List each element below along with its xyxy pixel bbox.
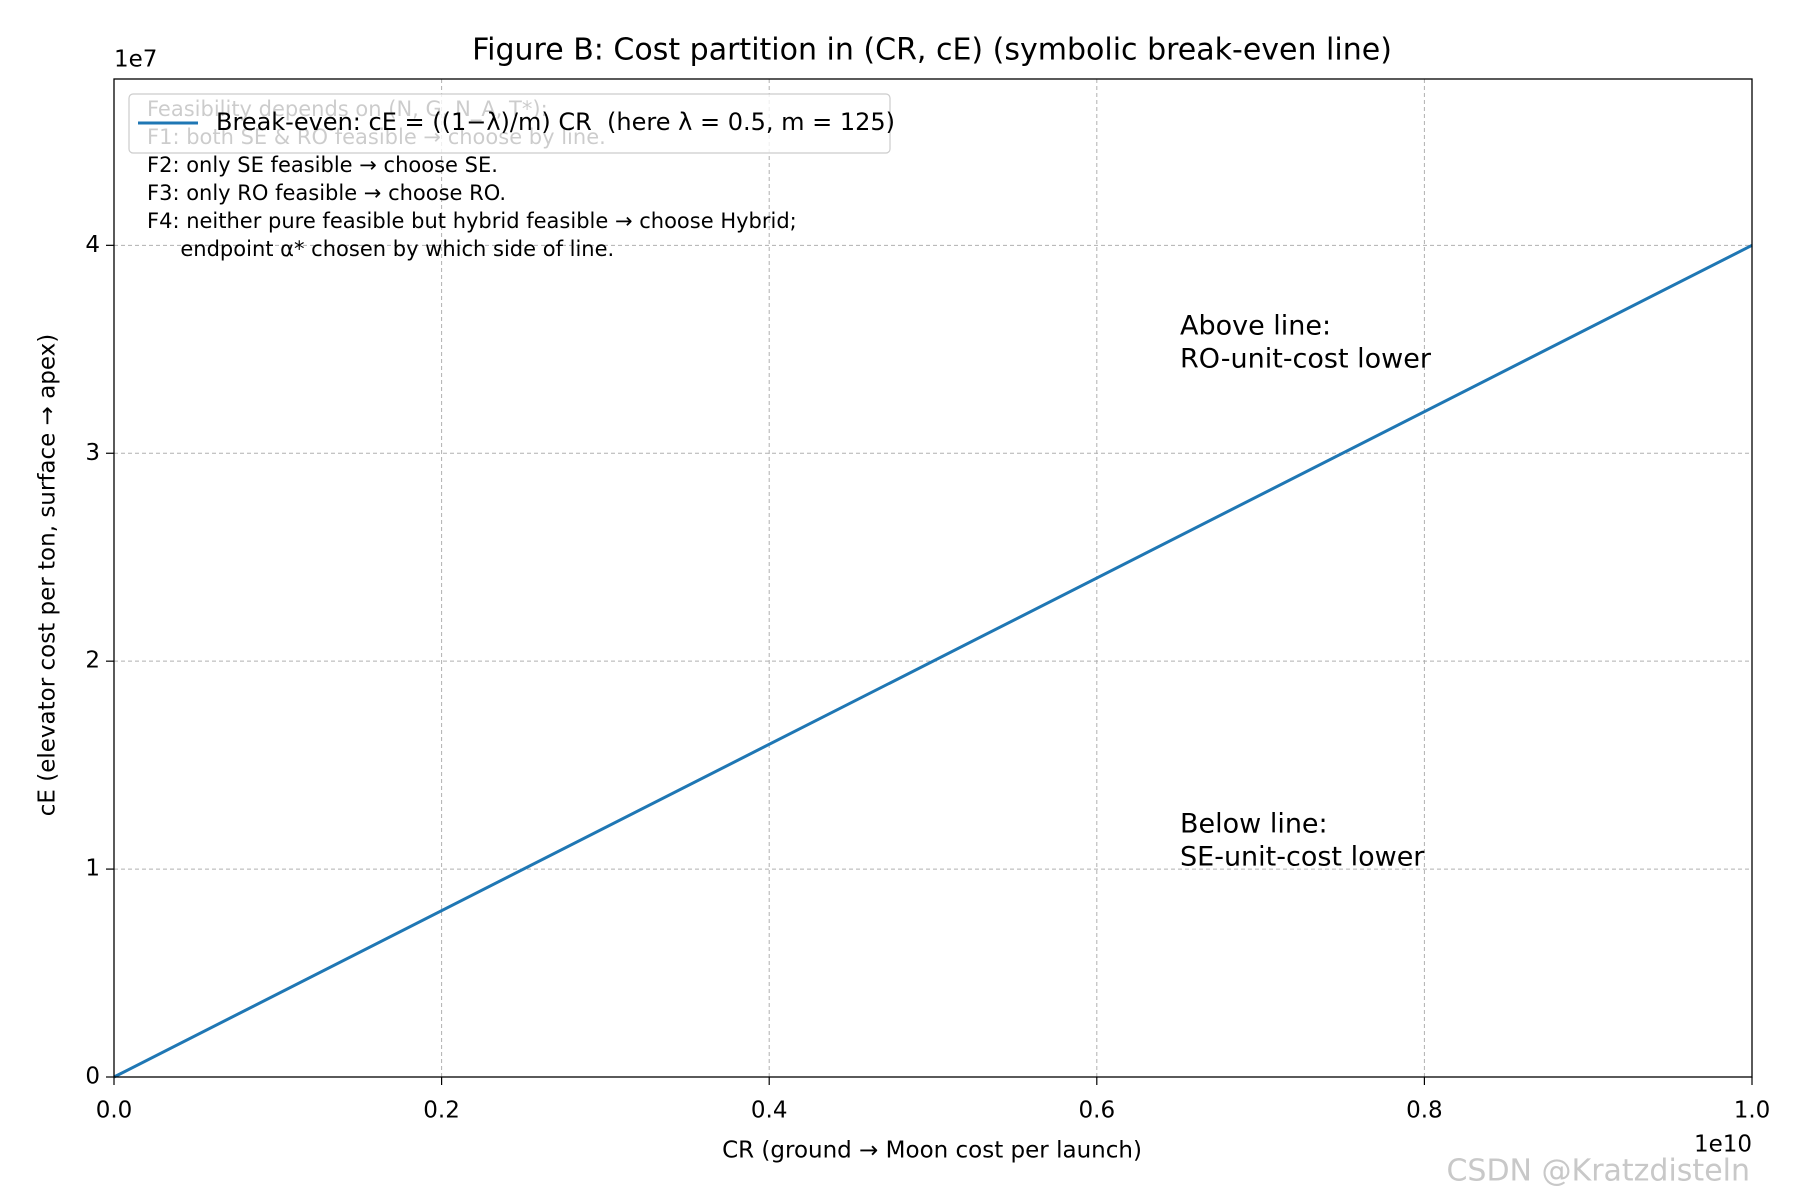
x-tick-label: 0.8 xyxy=(1406,1098,1443,1124)
above-note: Above line: xyxy=(1180,311,1331,342)
x-offset: 1e10 xyxy=(1694,1132,1752,1158)
feasibility-note: F2: only SE feasible → choose SE. xyxy=(147,153,498,177)
y-tick-label: 4 xyxy=(85,232,100,258)
watermark: CSDN @Kratzdisteln xyxy=(1446,1154,1750,1189)
below-note: SE-unit-cost lower xyxy=(1180,842,1425,873)
x-tick-label: 0.2 xyxy=(423,1098,460,1124)
y-tick-label: 1 xyxy=(85,856,100,882)
legend-box xyxy=(128,93,891,154)
y-offset: 1e7 xyxy=(114,47,157,73)
below-note: Below line: xyxy=(1180,809,1328,840)
legend-label: Break-even: cE = ((1−λ)/m) CR (here λ = … xyxy=(216,108,895,136)
y-tick-label: 3 xyxy=(85,440,100,466)
y-tick-label: 2 xyxy=(85,648,100,674)
x-tick-label: 0.4 xyxy=(751,1098,788,1124)
y-axis-label: cE (elevator cost per ton, surface → ape… xyxy=(35,334,61,816)
x-tick-label: 1.0 xyxy=(1734,1098,1771,1124)
x-tick-label: 0.6 xyxy=(1079,1098,1116,1124)
axes-frame xyxy=(113,78,1753,1078)
series-line xyxy=(113,243,1753,1079)
chart-title: Figure B: Cost partition in (CR, cE) (sy… xyxy=(472,33,1392,68)
feasibility-note: F3: only RO feasible → choose RO. xyxy=(147,181,506,205)
feasibility-note: F4: neither pure feasible but hybrid fea… xyxy=(147,209,797,233)
above-note: RO-unit-cost lower xyxy=(1180,344,1432,375)
y-tick-label: 0 xyxy=(85,1064,100,1090)
feasibility-note: endpoint α* chosen by which side of line… xyxy=(147,237,614,261)
x-tick-label: 0.0 xyxy=(96,1098,133,1124)
x-axis-label: CR (ground → Moon cost per launch) xyxy=(722,1138,1142,1164)
